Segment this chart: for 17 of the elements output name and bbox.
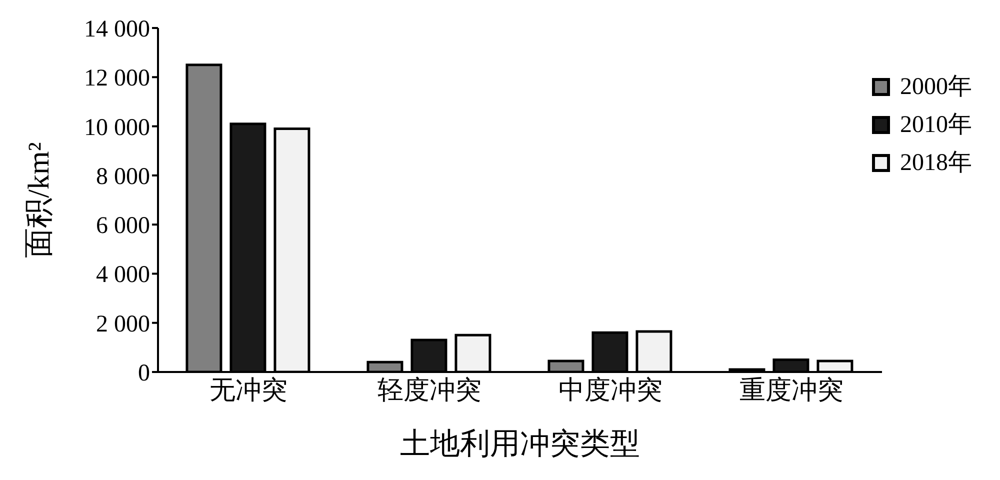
x-tick-label: 无冲突: [210, 375, 288, 404]
y-axis-title: 面积/km²: [22, 142, 56, 258]
x-tick-label: 中度冲突: [558, 375, 662, 404]
y-tick-label: 6 000: [96, 213, 150, 240]
legend-label: 2018年: [900, 149, 972, 178]
y-tick-label: 8 000: [96, 164, 150, 190]
legend-label: 2000年: [900, 73, 972, 102]
x-tick-label: 轻度冲突: [378, 375, 482, 404]
y-tick-label: 12 000: [84, 66, 150, 92]
legend-label: 2010年: [900, 111, 972, 140]
y-tick-label: 14 000: [84, 16, 150, 43]
x-tick-label: 重度冲突: [740, 375, 844, 404]
y-tick-label: 4 000: [96, 262, 150, 288]
x-axis-title: 土地利用冲突类型: [400, 427, 640, 460]
y-tick-label: 10 000: [84, 114, 150, 141]
y-tick-label: 0: [138, 360, 150, 387]
y-tick-label: 2 000: [96, 311, 150, 338]
